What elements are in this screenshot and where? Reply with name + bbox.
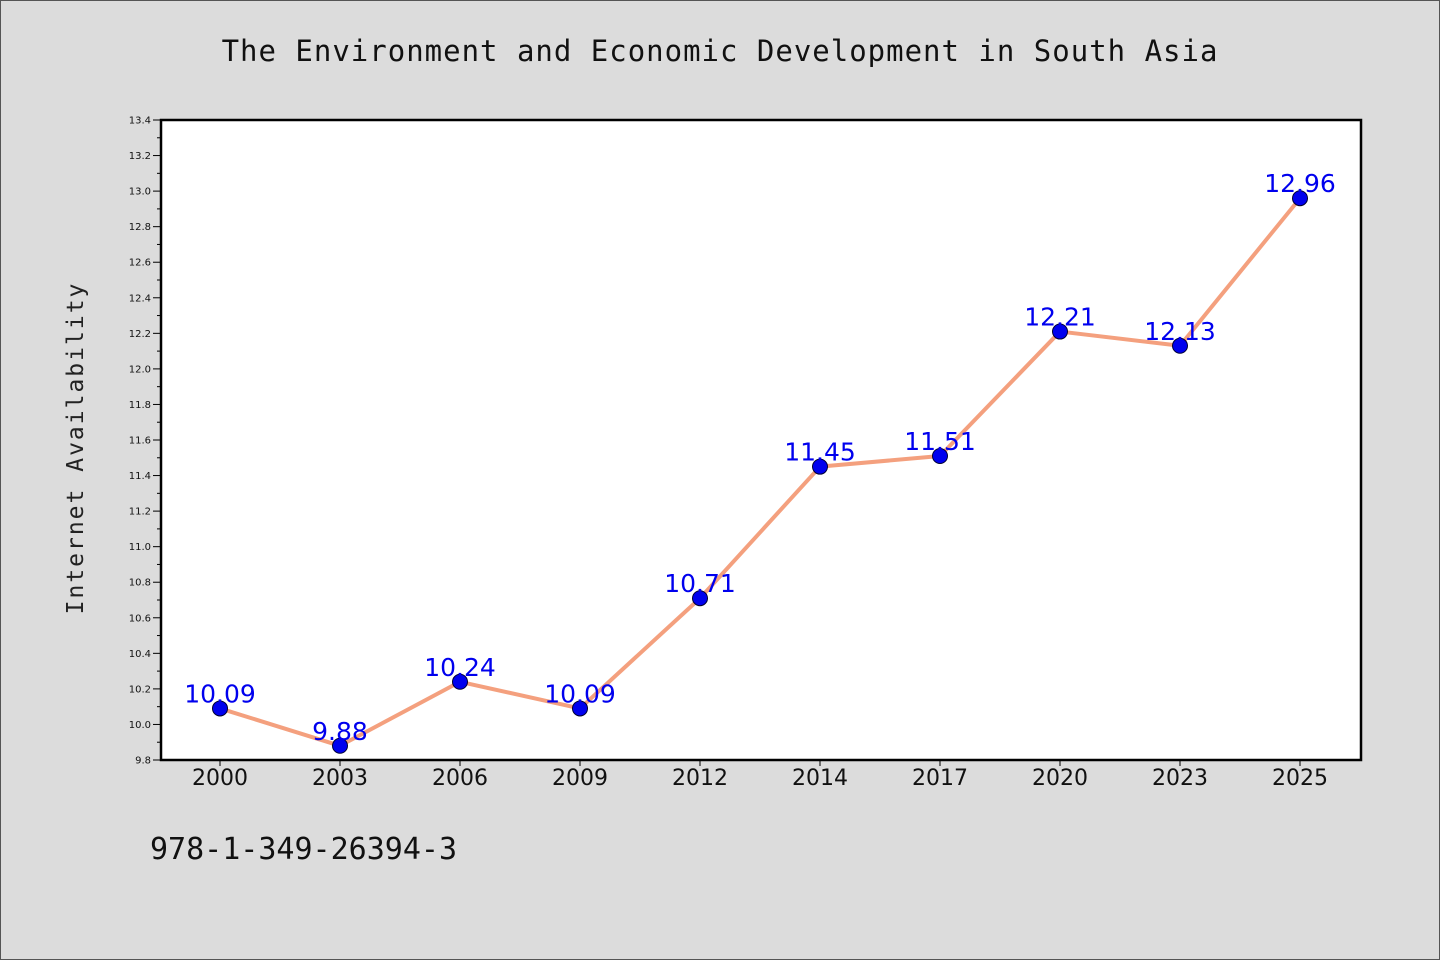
data-point (572, 700, 588, 717)
data-point (212, 700, 228, 717)
data-label: 10.24 (424, 653, 496, 682)
y-axis-ticks: 9.8 10.0 10.2 10.4 10.6 10.8 11.0 11.2 11.4 11.6 1… (129, 116, 161, 767)
y-tick-label: 12.6 (129, 258, 151, 269)
y-tick-label: 10.6 (129, 613, 151, 624)
data-point (332, 737, 348, 754)
data-label: 10.09 (544, 679, 616, 708)
y-tick-label: 10.4 (129, 649, 151, 660)
data-point (812, 458, 828, 475)
data-point (692, 590, 708, 607)
data-label: 11.51 (904, 427, 976, 456)
y-tick-label: 11.2 (129, 507, 151, 518)
x-axis-ticks: 2000 2003 2006 2009 2012 2014 2017 2020 2023 2025 (192, 760, 1328, 791)
y-tick-label: 11.0 (129, 542, 151, 553)
y-tick-label: 10.2 (129, 684, 151, 695)
x-tick-label: 2020 (1032, 766, 1088, 791)
y-tick-label: 11.8 (129, 400, 151, 411)
data-point (1052, 323, 1068, 340)
y-tick-label: 10.8 (129, 578, 151, 589)
data-label: 12.21 (1024, 303, 1096, 332)
x-tick-label: 2012 (672, 766, 728, 791)
y-tick-label: 9.8 (135, 756, 151, 767)
y-tick-label: 12.0 (129, 364, 151, 375)
x-tick-label: 2023 (1152, 766, 1208, 791)
y-tick-label: 13.2 (129, 151, 151, 162)
data-label: 10.09 (184, 679, 256, 708)
x-tick-label: 2006 (432, 766, 488, 791)
series-group: 10.09 9.88 10.24 10.09 10.71 11.45 11.51 12.21 1… (184, 169, 1336, 754)
y-tick-label: 11.6 (129, 436, 151, 447)
isbn-label: 978-1-349-26394-3 (150, 832, 458, 867)
data-label: 9.88 (312, 717, 368, 746)
y-tick-label: 13.0 (129, 187, 151, 198)
data-point (1172, 337, 1188, 354)
data-label: 11.45 (784, 438, 856, 467)
series-line (218, 196, 1302, 748)
y-tick-label: 12.8 (129, 222, 151, 233)
y-tick-label: 12.2 (129, 329, 151, 340)
plot-area (159, 118, 1363, 762)
data-label: 12.13 (1144, 317, 1216, 346)
chart-title: The Environment and Economic Development… (221, 34, 1219, 68)
data-point (932, 448, 948, 464)
x-tick-label: 2003 (312, 766, 368, 791)
x-tick-label: 2014 (792, 766, 848, 791)
y-tick-label: 11.4 (129, 471, 151, 482)
x-tick-label: 2025 (1272, 766, 1328, 791)
x-tick-label: 2009 (552, 766, 608, 791)
data-label: 10.71 (664, 569, 736, 598)
y-tick-label: 12.4 (129, 293, 151, 304)
x-tick-label: 2017 (912, 766, 968, 791)
y-tick-label: 10.0 (129, 720, 151, 731)
data-label: 12.96 (1264, 169, 1336, 198)
y-tick-label: 13.4 (129, 116, 151, 127)
x-tick-label: 2000 (192, 766, 248, 791)
data-point (1292, 190, 1308, 207)
data-point (452, 673, 468, 690)
